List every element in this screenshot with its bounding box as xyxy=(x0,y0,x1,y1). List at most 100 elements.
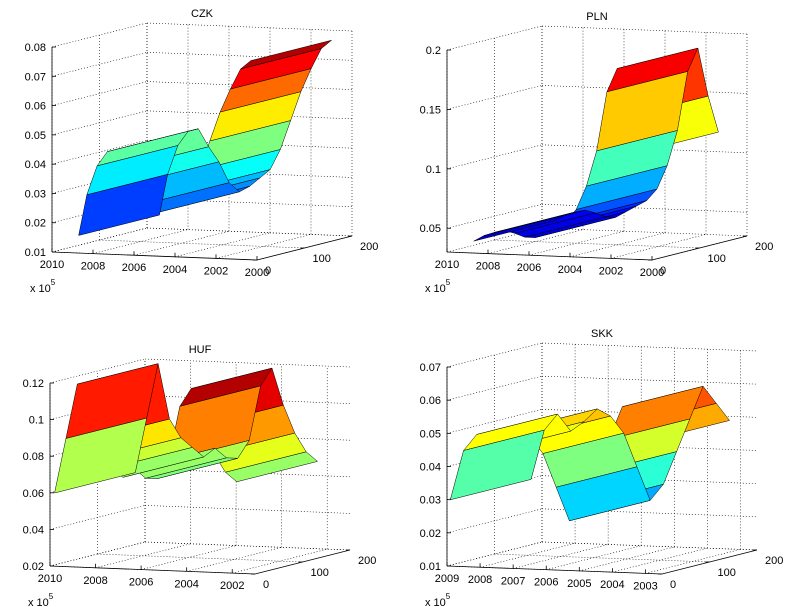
chart-title: HUF xyxy=(189,344,212,356)
grid-line xyxy=(99,239,305,249)
x-tick-label: 2010 xyxy=(38,573,62,585)
x-tick-label: 2008 xyxy=(83,575,107,587)
grid-line xyxy=(51,81,148,106)
x-tick-label: 2002 xyxy=(599,265,623,277)
x-tick-label: 2004 xyxy=(600,579,624,591)
z-tick-label: 200 xyxy=(360,241,378,253)
subplot: CZK 0.01 0.02 0.03 0.04 0.05 0.06 0.07 0.08 2010 2… xyxy=(25,8,379,295)
x-axis xyxy=(446,251,653,261)
y-tick-label: 0.05 xyxy=(420,428,441,440)
x-tick-label: 2006 xyxy=(129,577,153,589)
x-tick-label: 2000 xyxy=(640,267,664,279)
z-tick-label: 100 xyxy=(718,567,736,579)
y-tick-label: 0.03 xyxy=(420,495,441,507)
chart-title: SKK xyxy=(591,328,614,340)
grid-line xyxy=(494,239,700,249)
y-tick-label: 0.06 xyxy=(25,101,46,113)
grid-line xyxy=(141,545,237,570)
grid-line xyxy=(541,342,758,352)
y-tick-label: 0.03 xyxy=(25,188,46,200)
z-tick-label: 200 xyxy=(765,555,783,567)
y-tick-label: 0.04 xyxy=(23,524,44,536)
x-tick-label: 2008 xyxy=(468,574,492,586)
grid-line xyxy=(528,230,625,256)
axis-note: x 105 xyxy=(30,278,56,295)
grid-line xyxy=(610,234,707,259)
axis-note: x 105 xyxy=(425,592,451,607)
x-tick-label: 2010 xyxy=(435,259,459,271)
grid-line xyxy=(446,203,543,229)
subplot: PLN 0.05 0.1 0.15 0.2 2010 2008 2006 2004 2002 200… xyxy=(420,11,774,295)
grid-line xyxy=(146,22,353,32)
z-tick-label: 100 xyxy=(313,253,331,265)
grid-line xyxy=(446,144,543,170)
x-axis xyxy=(51,251,258,261)
axis-note-exponent: 5 xyxy=(446,278,451,287)
x-tick-label: 2008 xyxy=(476,261,500,273)
y-tick-label: 0.08 xyxy=(23,451,44,463)
grid-line xyxy=(186,547,282,572)
subplot: SKK 0.01 0.02 0.03 0.04 0.05 0.06 0.07 2009 2008 2… xyxy=(420,328,784,607)
grid-line xyxy=(92,229,189,254)
axis-note-base: x 10 xyxy=(425,597,446,607)
y-tick-label: 0.02 xyxy=(420,528,441,540)
grid-line xyxy=(144,505,351,514)
x-axis xyxy=(49,565,256,575)
y-tick-label: 0.05 xyxy=(420,223,441,235)
x-tick-label: 2008 xyxy=(81,261,105,273)
z-tick-label: 200 xyxy=(358,555,376,567)
x-tick-label: 2000 xyxy=(245,267,269,279)
grid-line xyxy=(541,375,758,385)
grid-line xyxy=(146,51,353,61)
grid-line xyxy=(487,229,584,254)
y-tick-label: 0.06 xyxy=(23,488,44,500)
axis-note-exponent: 5 xyxy=(446,592,451,601)
grid-line xyxy=(51,51,148,77)
x-tick-label: 2002 xyxy=(204,265,228,277)
axis-note-exponent: 5 xyxy=(51,278,56,287)
grid-line xyxy=(146,198,353,208)
x-axis xyxy=(446,565,663,575)
axis-note: x 105 xyxy=(28,592,54,607)
axis-note-base: x 10 xyxy=(425,283,446,295)
y-tick-label: 0.07 xyxy=(420,362,441,374)
surface-patch xyxy=(449,429,545,501)
grid-line xyxy=(232,548,328,574)
y-tick-label: 0.06 xyxy=(420,395,441,407)
grid-line xyxy=(541,25,748,35)
x-tick-label: 2009 xyxy=(435,573,459,585)
x-tick-label: 2003 xyxy=(633,580,657,592)
y-tick-label: 0.01 xyxy=(25,247,46,259)
axis-note-base: x 10 xyxy=(28,597,49,607)
x-tick-label: 2004 xyxy=(558,264,582,276)
grid-line xyxy=(144,541,351,551)
x-tick-label: 2005 xyxy=(567,578,591,590)
z-tick-label: 100 xyxy=(708,253,726,265)
grid-line xyxy=(215,234,312,259)
x-tick-label: 2002 xyxy=(220,580,244,592)
y-tick-label: 0.01 xyxy=(420,561,441,573)
grid-line xyxy=(446,85,543,110)
surface-patch xyxy=(54,417,148,494)
y-tick-label: 0.1 xyxy=(29,415,44,427)
y-tick-label: 0.07 xyxy=(25,71,46,83)
surface-patch xyxy=(78,174,168,236)
chart-title: PLN xyxy=(586,11,607,23)
y-tick-label: 0.04 xyxy=(25,159,46,171)
grid-line xyxy=(541,227,748,237)
y-tick-label: 0.2 xyxy=(426,45,441,57)
subplot: HUF 0.02 0.04 0.06 0.08 0.1 0.12 2010 2008 2006 20… xyxy=(23,344,377,607)
z-tick-label: 0 xyxy=(263,579,269,591)
x-tick-label: 2004 xyxy=(174,578,198,590)
z-tick-label: 100 xyxy=(311,567,329,579)
y-tick-label: 0.04 xyxy=(420,462,441,474)
grid-line xyxy=(133,230,230,256)
y-tick-label: 0.08 xyxy=(25,42,46,54)
z-tick-label: 0 xyxy=(660,265,666,277)
grid-line xyxy=(541,541,758,551)
x-tick-label: 2006 xyxy=(534,577,558,589)
y-tick-label: 0.15 xyxy=(420,104,441,116)
x-tick-label: 2010 xyxy=(40,259,64,271)
grid-line xyxy=(97,553,303,563)
